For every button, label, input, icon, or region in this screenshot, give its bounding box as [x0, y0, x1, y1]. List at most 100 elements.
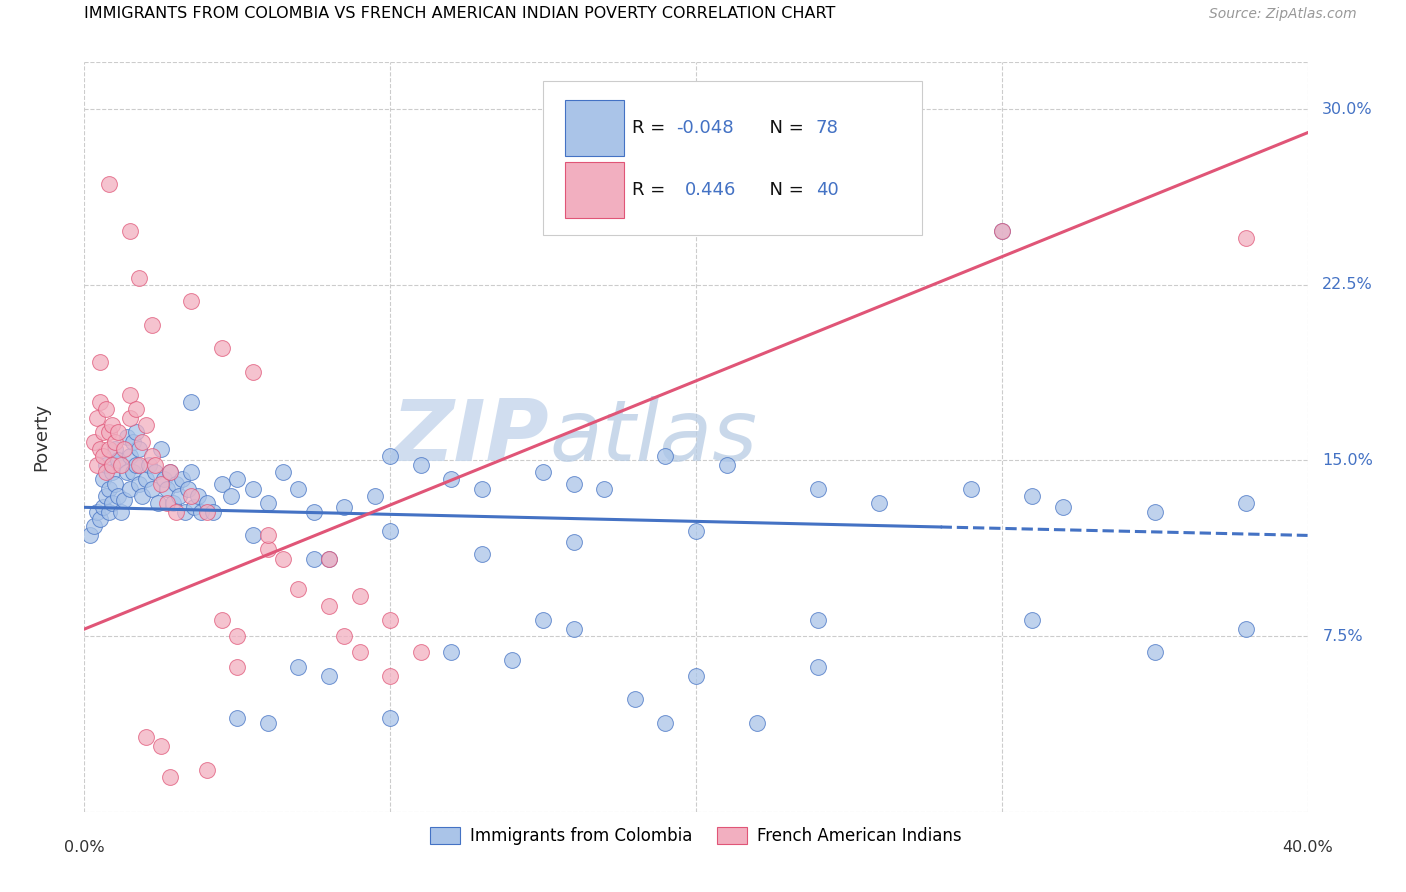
- Point: [1021, 613, 1043, 627]
- Point: [219, 489, 242, 503]
- Text: N =: N =: [758, 181, 810, 199]
- FancyBboxPatch shape: [543, 81, 922, 235]
- Point: [89, 512, 111, 526]
- Point: [1143, 646, 1166, 660]
- Point: [380, 669, 402, 683]
- Point: [159, 465, 181, 479]
- Point: [180, 395, 202, 409]
- Point: [562, 622, 585, 636]
- Point: [120, 388, 142, 402]
- Point: [141, 318, 163, 332]
- Point: [960, 482, 983, 496]
- Point: [1236, 495, 1258, 509]
- Point: [271, 465, 294, 479]
- Point: [110, 458, 132, 473]
- Point: [159, 465, 181, 479]
- Text: -0.048: -0.048: [676, 119, 734, 136]
- Point: [991, 224, 1014, 238]
- Point: [120, 411, 142, 425]
- Point: [180, 489, 202, 503]
- Point: [195, 505, 218, 519]
- Point: [242, 482, 264, 496]
- Point: [159, 770, 181, 784]
- Point: [349, 590, 371, 604]
- Point: [135, 418, 157, 433]
- Point: [122, 434, 145, 449]
- Text: 78: 78: [815, 119, 839, 136]
- Point: [654, 449, 676, 463]
- Point: [685, 524, 707, 538]
- Point: [440, 472, 463, 486]
- Text: 40.0%: 40.0%: [1282, 840, 1333, 855]
- Point: [211, 476, 233, 491]
- Point: [112, 442, 135, 456]
- Point: [257, 495, 280, 509]
- Point: [120, 449, 142, 463]
- Point: [333, 500, 356, 515]
- Point: [83, 519, 105, 533]
- Point: [257, 715, 280, 730]
- Text: ZIP: ZIP: [391, 395, 550, 479]
- Point: [89, 355, 111, 369]
- Point: [120, 224, 142, 238]
- Point: [869, 495, 891, 509]
- Point: [86, 411, 108, 425]
- Point: [115, 465, 138, 479]
- Point: [364, 489, 387, 503]
- Point: [91, 425, 114, 440]
- Point: [177, 482, 200, 496]
- Point: [1236, 622, 1258, 636]
- Point: [211, 341, 233, 355]
- Point: [143, 465, 166, 479]
- Point: [409, 458, 432, 473]
- Point: [94, 465, 117, 479]
- Point: [79, 528, 101, 542]
- Point: [562, 535, 585, 549]
- Point: [180, 294, 202, 309]
- Point: [593, 482, 616, 496]
- Text: Poverty: Poverty: [32, 403, 51, 471]
- Point: [1236, 231, 1258, 245]
- Point: [149, 442, 172, 456]
- Point: [104, 442, 127, 456]
- Point: [112, 493, 135, 508]
- Point: [624, 692, 647, 706]
- Point: [125, 425, 148, 440]
- Point: [318, 551, 340, 566]
- Point: [380, 449, 402, 463]
- Point: [135, 472, 157, 486]
- Point: [287, 659, 309, 673]
- Point: [471, 482, 494, 496]
- Point: [128, 442, 150, 456]
- Point: [128, 271, 150, 285]
- Point: [110, 505, 132, 519]
- Point: [257, 542, 280, 557]
- Point: [94, 458, 117, 473]
- Text: R =: R =: [633, 119, 671, 136]
- Point: [128, 476, 150, 491]
- Point: [104, 476, 127, 491]
- Point: [174, 505, 197, 519]
- Point: [287, 482, 309, 496]
- Point: [242, 364, 264, 378]
- Text: 15.0%: 15.0%: [1322, 453, 1374, 468]
- Text: 0.446: 0.446: [685, 181, 737, 199]
- Point: [125, 458, 148, 473]
- Point: [333, 629, 356, 643]
- Point: [156, 482, 179, 496]
- Point: [153, 472, 176, 486]
- Point: [167, 489, 190, 503]
- Text: IMMIGRANTS FROM COLOMBIA VS FRENCH AMERICAN INDIAN POVERTY CORRELATION CHART: IMMIGRANTS FROM COLOMBIA VS FRENCH AMERI…: [84, 6, 835, 21]
- Point: [195, 495, 218, 509]
- Point: [201, 505, 224, 519]
- Text: 40: 40: [815, 181, 838, 199]
- Point: [186, 489, 208, 503]
- Point: [91, 472, 114, 486]
- Point: [287, 582, 309, 597]
- Point: [156, 495, 179, 509]
- Point: [807, 482, 830, 496]
- Point: [991, 224, 1014, 238]
- Point: [807, 613, 830, 627]
- Point: [807, 659, 830, 673]
- Point: [1052, 500, 1074, 515]
